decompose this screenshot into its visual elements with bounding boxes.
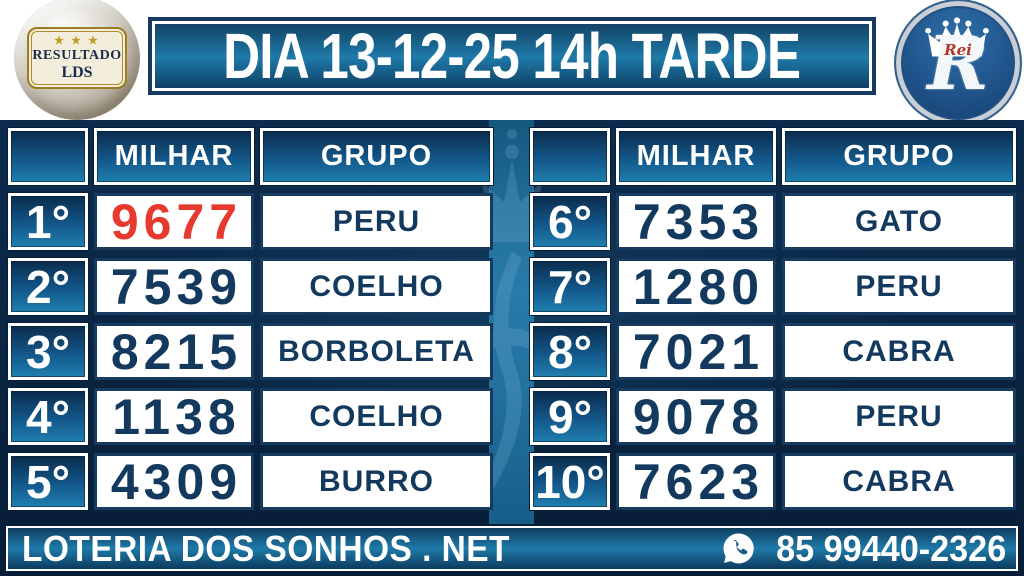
results-table-right: MILHAR GRUPO 6° 7353 GATO 7° 1280 PERU 8… xyxy=(530,128,1016,510)
column-header-milhar: MILHAR xyxy=(94,128,254,185)
corner-cell xyxy=(8,128,88,185)
grupo-cell: PERU xyxy=(782,258,1016,315)
grupo-cell: COELHO xyxy=(260,388,493,445)
position-cell: 9° xyxy=(530,388,610,445)
column-header-milhar: MILHAR xyxy=(616,128,776,185)
results-table-left: MILHAR GRUPO 1° 9677 PERU 2° 7539 COELHO… xyxy=(8,128,493,510)
grupo-cell: CABRA xyxy=(782,453,1016,510)
position-cell: 6° xyxy=(530,193,610,250)
logo-script-text: Rei xyxy=(944,41,972,59)
rei-logo: R Rei xyxy=(894,0,1022,127)
logo-text-line1: RESULTADO xyxy=(32,47,122,63)
phone-group: 85 99440-2326 xyxy=(722,528,1006,570)
milhar-cell: 7539 xyxy=(94,258,254,315)
milhar-cell: 7353 xyxy=(616,193,776,250)
stars-decoration: ★ ★ ★ xyxy=(54,34,100,47)
date-banner: DIA 13-12-25 14h TARDE xyxy=(148,17,876,95)
footer-bar: LOTERIA DOS SONHOS . NET 85 99440-2326 xyxy=(6,526,1018,571)
position-cell: 1° xyxy=(8,193,88,250)
grupo-cell: BORBOLETA xyxy=(260,323,493,380)
corner-cell xyxy=(530,128,610,185)
whatsapp-icon xyxy=(723,533,754,564)
grupo-cell: PERU xyxy=(260,193,493,250)
position-cell: 4° xyxy=(8,388,88,445)
milhar-cell: 4309 xyxy=(94,453,254,510)
logo-initial: R xyxy=(927,21,989,107)
grupo-cell: COELHO xyxy=(260,258,493,315)
milhar-cell: 1280 xyxy=(616,258,776,315)
center-divider xyxy=(489,120,534,524)
banner-title: DIA 13-12-25 14h TARDE xyxy=(223,20,801,92)
milhar-cell: 8215 xyxy=(94,323,254,380)
column-header-grupo: GRUPO xyxy=(260,128,493,185)
grupo-cell: BURRO xyxy=(260,453,493,510)
position-cell: 5° xyxy=(8,453,88,510)
position-cell: 2° xyxy=(8,258,88,315)
milhar-cell: 9078 xyxy=(616,388,776,445)
position-cell: 8° xyxy=(530,323,610,380)
phone-number: 85 99440-2326 xyxy=(775,527,1006,569)
resultado-lds-logo: ★ ★ ★ RESULTADO LDS xyxy=(14,0,140,120)
header-band: ★ ★ ★ RESULTADO LDS DIA 13-12-25 14h TAR… xyxy=(0,0,1024,127)
position-cell: 3° xyxy=(8,323,88,380)
crown-icon xyxy=(925,17,989,57)
grupo-cell: GATO xyxy=(782,193,1016,250)
column-header-grupo: GRUPO xyxy=(782,128,1016,185)
milhar-cell: 7021 xyxy=(616,323,776,380)
grupo-cell: CABRA xyxy=(782,323,1016,380)
position-cell: 10° xyxy=(530,453,610,510)
logo-plaque: ★ ★ ★ RESULTADO LDS xyxy=(27,27,127,89)
milhar-cell: 9677 xyxy=(94,193,254,250)
results-area: MILHAR GRUPO 1° 9677 PERU 2° 7539 COELHO… xyxy=(0,120,1024,576)
site-name: LOTERIA DOS SONHOS . NET xyxy=(22,527,510,569)
milhar-cell: 1138 xyxy=(94,388,254,445)
logo-text-line2: LDS xyxy=(61,63,93,81)
position-cell: 7° xyxy=(530,258,610,315)
milhar-cell: 7623 xyxy=(616,453,776,510)
grupo-cell: PERU xyxy=(782,388,1016,445)
